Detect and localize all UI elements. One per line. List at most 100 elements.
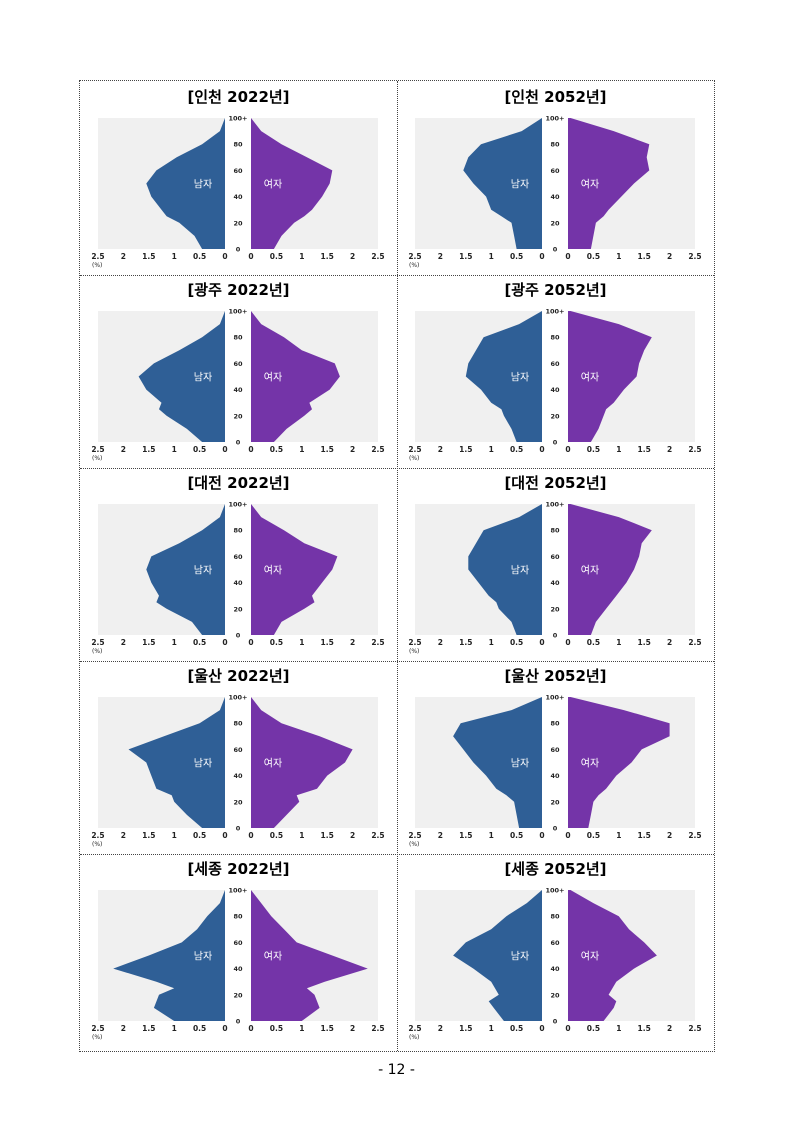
series-label: 남자	[194, 565, 212, 577]
x-tick-label: 2	[121, 445, 126, 454]
y-tick-label: 60	[550, 939, 560, 947]
x-tick-label: 1.5	[459, 831, 472, 840]
y-tick-label: 0	[236, 632, 241, 640]
y-tick-label: 60	[233, 939, 243, 947]
series-label: 여자	[581, 565, 599, 577]
pyramid-panel: [대전 2052년] 남자 여자 0 20 40 60 80 100+ 2.5 2 1.5 1 0.5 0…	[397, 467, 714, 661]
series-label: 남자	[194, 372, 212, 384]
y-tick-label: 100+	[228, 308, 247, 316]
y-tick-label: 80	[233, 141, 243, 149]
x-tick-label: 2	[121, 831, 126, 840]
unit-label: (%)	[409, 841, 419, 848]
chart-title: [대전 2022년]	[187, 474, 290, 492]
y-tick-label: 0	[553, 1018, 558, 1026]
x-tick-label: 0.5	[193, 252, 206, 261]
y-tick-label: 0	[236, 1018, 241, 1026]
male-series-area	[463, 118, 542, 249]
x-tick-label: 2	[350, 831, 355, 840]
x-tick-label: 0.5	[193, 1024, 206, 1033]
pyramid-panel: [광주 2022년] 남자 여자 0 20 40 60 80 100+ 2.5 2 1.5 1 0.5 0…	[80, 274, 397, 468]
y-tick-label: 100+	[228, 115, 247, 123]
female-series-area	[251, 118, 333, 249]
female-series-area	[251, 504, 338, 635]
y-tick-label: 0	[553, 632, 558, 640]
x-tick-label: 2.5	[91, 445, 104, 454]
female-series-area	[251, 890, 368, 1021]
y-tick-label: 80	[550, 720, 560, 728]
unit-label: (%)	[409, 648, 419, 655]
x-tick-label: 2	[438, 445, 443, 454]
series-label: 남자	[194, 758, 212, 770]
x-tick-label: 2	[350, 252, 355, 261]
x-tick-label: 2.5	[408, 638, 421, 647]
x-tick-label: 0.5	[587, 831, 600, 840]
x-tick-label: 0	[565, 252, 570, 261]
x-tick-label: 1.5	[321, 831, 334, 840]
x-tick-label: 1.5	[142, 252, 155, 261]
x-tick-label: 2.5	[408, 1024, 421, 1033]
y-tick-label: 20	[550, 605, 560, 613]
x-tick-label: 2	[438, 252, 443, 261]
x-tick-label: 0.5	[270, 1024, 283, 1033]
x-tick-label: 1	[616, 831, 621, 840]
y-tick-label: 20	[550, 798, 560, 806]
row-divider	[80, 661, 714, 662]
y-tick-label: 80	[550, 141, 560, 149]
x-tick-label: 0	[222, 445, 227, 454]
x-tick-label: 2	[667, 638, 672, 647]
x-tick-label: 1	[299, 445, 304, 454]
pyramid-panel: [인천 2052년] 남자 여자 0 20 40 60 80 100+ 2.5 2 1.5 1 0.5 0…	[397, 81, 714, 275]
x-tick-label: 2.5	[688, 445, 701, 454]
y-tick-label: 100+	[228, 887, 247, 895]
x-tick-label: 1.5	[459, 638, 472, 647]
x-tick-label: 1	[172, 831, 177, 840]
x-tick-label: 1	[299, 638, 304, 647]
x-tick-label: 1.5	[459, 1024, 472, 1033]
y-tick-label: 20	[233, 219, 243, 227]
x-tick-label: 2	[350, 445, 355, 454]
series-label: 여자	[581, 951, 599, 963]
x-tick-label: 0.5	[587, 638, 600, 647]
y-tick-label: 40	[233, 965, 243, 973]
y-tick-label: 100+	[545, 887, 564, 895]
unit-label: (%)	[92, 1034, 102, 1041]
y-tick-label: 20	[233, 798, 243, 806]
x-tick-label: 2.5	[688, 638, 701, 647]
series-label: 남자	[194, 951, 212, 963]
y-tick-label: 100+	[545, 115, 564, 123]
chart-title: [세종 2052년]	[504, 860, 607, 878]
x-tick-label: 2	[121, 638, 126, 647]
series-label: 여자	[264, 951, 282, 963]
y-tick-label: 40	[550, 772, 560, 780]
pyramid-panel: [울산 2022년] 남자 여자 0 20 40 60 80 100+ 2.5 2 1.5 1 0.5 0…	[80, 660, 397, 854]
x-tick-label: 2.5	[408, 252, 421, 261]
x-tick-label: 1.5	[142, 1024, 155, 1033]
y-tick-label: 80	[550, 527, 560, 535]
y-tick-label: 20	[233, 991, 243, 999]
male-series-area	[113, 890, 225, 1021]
x-tick-label: 1.5	[638, 445, 651, 454]
x-tick-label: 0	[565, 445, 570, 454]
x-tick-label: 2	[121, 1024, 126, 1033]
pyramid-panel: [세종 2022년] 남자 여자 0 20 40 60 80 100+ 2.5 2 1.5 1 0.5 0…	[80, 853, 397, 1047]
chart-title: [세종 2022년]	[187, 860, 290, 878]
x-tick-label: 0.5	[270, 445, 283, 454]
x-tick-label: 0	[539, 831, 544, 840]
x-tick-label: 2	[667, 252, 672, 261]
x-tick-label: 1	[172, 445, 177, 454]
female-series-area	[568, 890, 657, 1021]
x-tick-label: 2	[350, 1024, 355, 1033]
series-label: 남자	[511, 179, 529, 191]
x-tick-label: 0.5	[510, 445, 523, 454]
x-tick-label: 1	[489, 638, 494, 647]
y-tick-label: 60	[550, 360, 560, 368]
x-tick-label: 2.5	[688, 831, 701, 840]
x-tick-label: 2	[438, 1024, 443, 1033]
series-label: 남자	[511, 758, 529, 770]
x-tick-label: 1.5	[459, 252, 472, 261]
x-tick-label: 1.5	[142, 445, 155, 454]
